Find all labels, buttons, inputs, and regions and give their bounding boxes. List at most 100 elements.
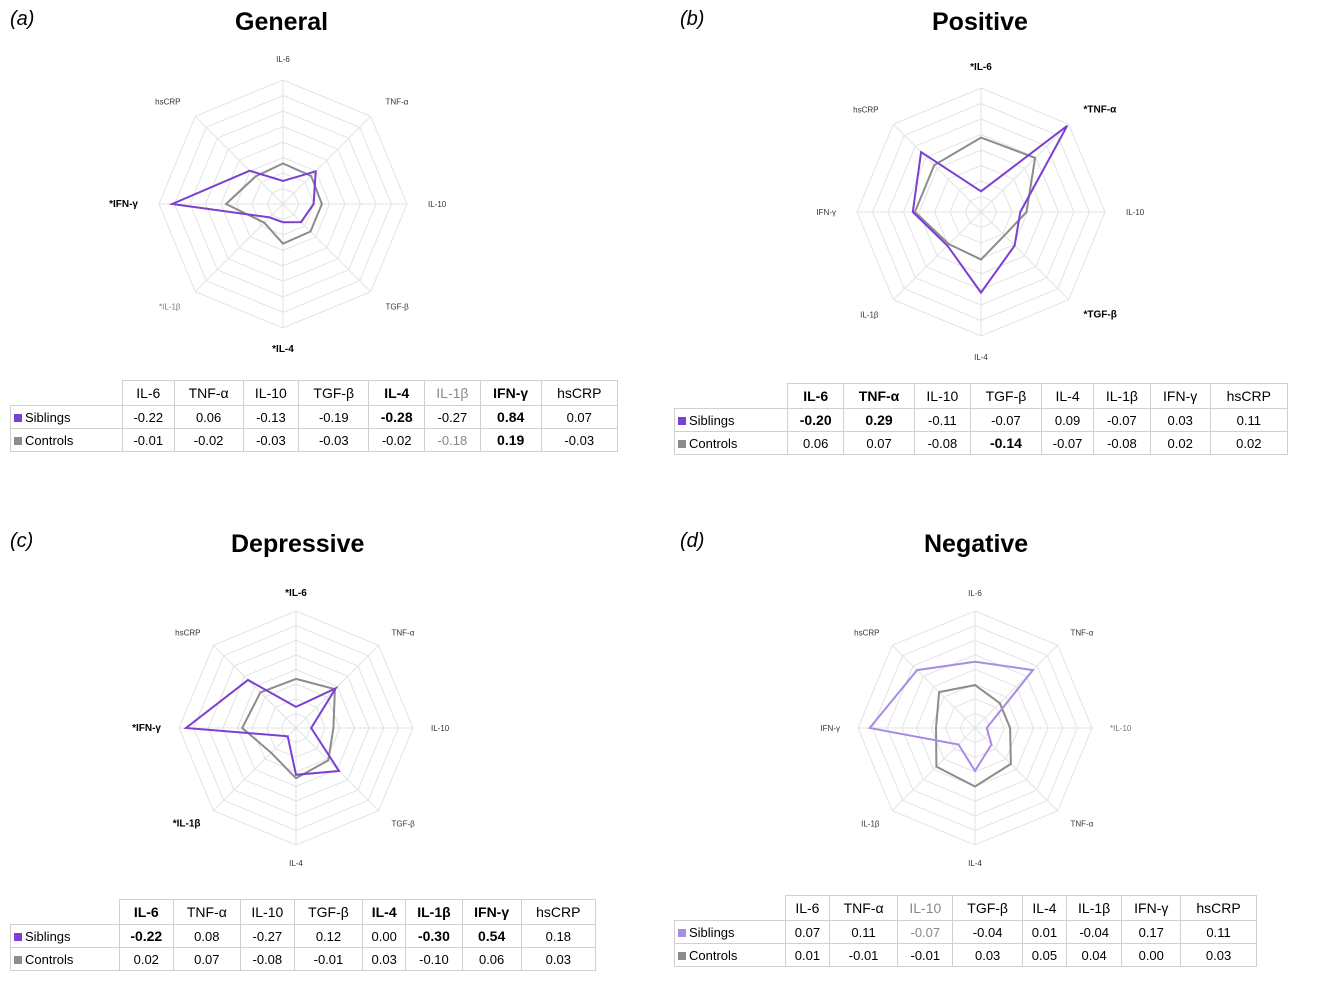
table-cell: 0.05	[1021, 943, 1067, 967]
axis-label: IFN-γ	[816, 208, 836, 217]
table-cell: -0.27	[423, 405, 481, 429]
column-header: hsCRP	[1180, 895, 1257, 921]
axis-label: *IFN-γ	[132, 723, 161, 734]
table-cell: 0.11	[1209, 408, 1289, 432]
grid-spoke	[974, 727, 1059, 812]
table-cell: 0.11	[1180, 920, 1257, 944]
table-cell: -0.20	[787, 408, 845, 432]
axis-label: TNF-α	[386, 98, 409, 107]
table-row: Siblings -0.22 0.08 -0.27 0.12 0.00 -0.30 0.54 0…	[10, 924, 597, 948]
panel-letter: (b)	[680, 8, 705, 30]
table-header-row: IL-6 TNF-α IL-10 TGF-β IL-4 IL-1β IFN-γ hsCRP	[10, 899, 597, 925]
table-cell: -0.02	[368, 428, 425, 452]
legend-label: Controls	[25, 432, 74, 448]
table-cell: -0.04	[1065, 920, 1123, 944]
series-siblings-line	[911, 125, 1069, 295]
column-header: IL-4	[1021, 895, 1067, 921]
column-header: IL-1β	[1065, 895, 1123, 921]
row-label: Siblings	[674, 920, 786, 944]
row-label: Controls	[674, 943, 786, 967]
table-cell: 0.07	[843, 431, 915, 455]
legend-swatch-controls	[14, 437, 22, 446]
table-cell: -0.04	[952, 920, 1023, 944]
table-cell: -0.03	[242, 428, 300, 452]
axis-label: *IL-4	[272, 344, 294, 355]
table-cell: 0.03	[520, 947, 597, 971]
grid-spoke	[212, 644, 297, 729]
series-controls-line	[934, 684, 1012, 788]
table-cell: 0.18	[520, 924, 597, 948]
axis-label: IL-10	[1126, 208, 1145, 217]
row-label: Controls	[10, 428, 123, 452]
table-header-row: IL-6 TNF-α IL-10 TGF-β IL-4 IL-1β IFN-γ hsCRP	[674, 383, 1289, 409]
row-label: Controls	[673, 431, 789, 455]
table-cell: 0.06	[787, 431, 845, 455]
axis-label: *IL-1β	[173, 819, 201, 830]
axis-label: hsCRP	[854, 629, 879, 638]
axis-label: *IL-6	[285, 588, 307, 599]
grid-spoke	[212, 727, 297, 812]
column-header: hsCRP	[1209, 383, 1289, 409]
table-cell: 0.09	[1040, 408, 1095, 432]
grid-spoke	[891, 644, 976, 729]
values-table: IL-6 TNF-α IL-10 TGF-β IL-4 IL-1β IFN-γ hsCRP Si…	[674, 895, 1257, 967]
table-cell: -0.07	[897, 920, 954, 944]
axis-label: *IL-1β	[159, 303, 181, 312]
series-controls-line	[240, 677, 336, 780]
table-cell: 0.01	[784, 943, 830, 967]
table-cell: -0.07	[1093, 408, 1151, 432]
table-row: Siblings -0.22 0.06 -0.13 -0.19 -0.28 -0.27 0.8…	[10, 405, 618, 429]
axis-label: *IL-6	[970, 62, 992, 73]
table-corner	[10, 380, 123, 406]
grid-spoke	[891, 727, 976, 812]
table-row: Controls 0.02 0.07 -0.08 -0.01 0.03 -0.10 0.06 0…	[10, 947, 597, 971]
radar-chart: *IL-6 TNF-α IL-10 TGF-β IL-4 *IL-1β *IFN-γ hsCR…	[132, 588, 450, 868]
series-siblings-line	[168, 169, 317, 224]
row-label: Siblings	[673, 408, 789, 432]
table-cell: 0.84	[479, 405, 542, 429]
table-cell: -0.02	[173, 428, 244, 452]
radar-chart: *IL-6 *TNF-α IL-10 *TGF-β IL-4 IL-1β IFN-γ hsCR…	[816, 62, 1145, 362]
table-cell: 0.02	[1149, 431, 1211, 455]
panel-letter: (c)	[10, 530, 34, 552]
axis-label: *IL-10	[1110, 724, 1132, 733]
series-siblings-line	[867, 660, 1035, 773]
column-header: TNF-α	[172, 899, 241, 925]
axis-label: TGF-β	[386, 303, 410, 312]
column-header: IL-4	[362, 899, 407, 925]
table-cell: 0.06	[461, 947, 522, 971]
legend-swatch-controls	[678, 440, 686, 449]
table-row: Siblings -0.20 0.29 -0.11 -0.07 0.09 -0.07 0.03…	[673, 408, 1289, 432]
table-cell: -0.28	[368, 405, 425, 429]
axis-label: IL-4	[974, 353, 988, 362]
legend-label: Controls	[689, 435, 738, 451]
grid-spoke	[980, 211, 1070, 301]
grid-spoke	[282, 115, 372, 205]
column-header: IL-6	[784, 895, 830, 921]
grid-spoke	[282, 203, 372, 293]
table-cell: 0.12	[293, 924, 364, 948]
column-header: IFN-γ	[461, 899, 522, 925]
axis-label: TNF-α	[392, 629, 415, 638]
column-header: TGF-β	[293, 899, 364, 925]
axis-label: IL-1β	[861, 820, 880, 829]
legend-swatch-siblings	[14, 933, 22, 942]
table-cell: 0.04	[1065, 943, 1123, 967]
values-table: IL-6 TNF-α IL-10 TGF-β IL-4 IL-1β IFN-γ hsCRP Si…	[10, 899, 597, 971]
axis-label: IL-6	[276, 55, 290, 64]
column-header: IFN-γ	[1149, 383, 1211, 409]
series-controls-line	[913, 136, 1037, 261]
table-cell: -0.01	[121, 428, 175, 452]
column-header: IFN-γ	[479, 380, 542, 406]
grid-spoke	[194, 203, 284, 293]
table-header-row: IL-6 TNF-α IL-10 TGF-β IL-4 IL-1β IFN-γ hsCRP	[10, 380, 618, 406]
axis-label: TGF-β	[392, 820, 416, 829]
column-header: IL-6	[118, 899, 174, 925]
table-cell: -0.01	[897, 943, 954, 967]
axis-label: IL-10	[428, 200, 447, 209]
table-cell: 0.11	[828, 920, 899, 944]
table-cell: 0.02	[118, 947, 174, 971]
column-header: IL-4	[1040, 383, 1095, 409]
column-header: IL-1β	[405, 899, 463, 925]
axis-label: TNF-α	[1071, 820, 1094, 829]
